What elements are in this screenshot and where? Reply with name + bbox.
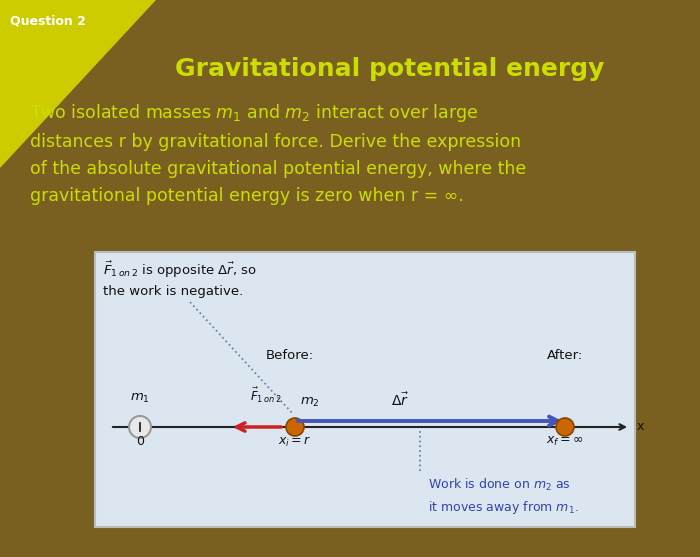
Circle shape bbox=[556, 418, 574, 436]
Text: After:: After: bbox=[547, 349, 583, 362]
Text: $x_f = \infty$: $x_f = \infty$ bbox=[546, 435, 584, 448]
Text: 0: 0 bbox=[136, 435, 144, 448]
Text: Before:: Before: bbox=[266, 349, 314, 362]
Text: Work is done on $m_2$ as
it moves away from $m_1$.: Work is done on $m_2$ as it moves away f… bbox=[428, 477, 579, 516]
Polygon shape bbox=[0, 0, 155, 167]
Text: $x_i = r$: $x_i = r$ bbox=[278, 435, 312, 449]
Text: $\vec{F}_{1\,on\,2}$ is opposite $\Delta\vec{r}$, so
the work is negative.: $\vec{F}_{1\,on\,2}$ is opposite $\Delta… bbox=[103, 260, 257, 299]
Circle shape bbox=[129, 416, 151, 438]
FancyBboxPatch shape bbox=[95, 252, 635, 527]
Text: x: x bbox=[637, 421, 645, 433]
Text: $\Delta\vec{r}$: $\Delta\vec{r}$ bbox=[391, 392, 409, 409]
Text: $m_2$: $m_2$ bbox=[300, 396, 320, 409]
Text: Question 2: Question 2 bbox=[10, 14, 86, 27]
Text: Gravitational potential energy: Gravitational potential energy bbox=[175, 57, 605, 81]
Text: $\vec{F}_{1\,on\,2}$: $\vec{F}_{1\,on\,2}$ bbox=[250, 386, 281, 405]
Text: $m_1$: $m_1$ bbox=[130, 392, 150, 405]
Text: Two isolated masses $m_1$ and $m_2$ interact over large
distances r by gravitati: Two isolated masses $m_1$ and $m_2$ inte… bbox=[30, 102, 526, 206]
Circle shape bbox=[286, 418, 304, 436]
